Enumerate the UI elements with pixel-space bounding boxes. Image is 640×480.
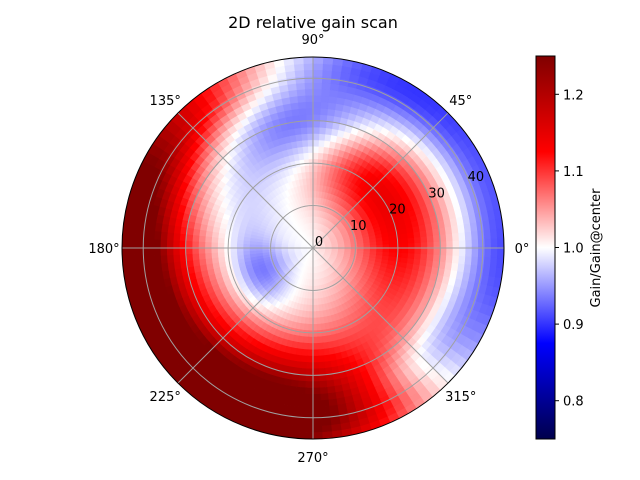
r-tick-label: 30 <box>428 186 445 201</box>
theta-tick-label: 315° <box>445 390 476 405</box>
theta-tick-label: 90° <box>301 33 324 48</box>
colorbar <box>535 55 556 440</box>
theta-tick-label: 45° <box>449 94 472 109</box>
colorbar-tick-label: 1.1 <box>563 165 584 180</box>
theta-tick-label: 180° <box>88 242 119 257</box>
chart-title: 2D relative gain scan <box>228 13 398 32</box>
theta-tick-label: 0° <box>515 242 530 257</box>
colorbar-tick-label: 1.0 <box>563 242 584 257</box>
polar-grid <box>122 57 504 439</box>
colorbar-tick-label: 0.9 <box>563 318 584 333</box>
r-tick-label: 40 <box>468 170 485 185</box>
colorbar-tick-label: 1.2 <box>563 88 584 103</box>
colorbar-tick-label: 0.8 <box>563 395 584 410</box>
theta-tick-label: 270° <box>297 451 328 466</box>
r-tick-label: 10 <box>350 219 367 234</box>
colorbar-ticks: 0.8 0.9 1.0 1.1 1.2 <box>555 88 584 410</box>
colorbar-label: Gain/Gain@center <box>589 188 604 308</box>
r-tick-label: 0 <box>315 235 323 250</box>
theta-tick-label: 225° <box>150 390 181 405</box>
theta-tick-label: 135° <box>150 94 181 109</box>
r-tick-label: 20 <box>389 203 406 218</box>
